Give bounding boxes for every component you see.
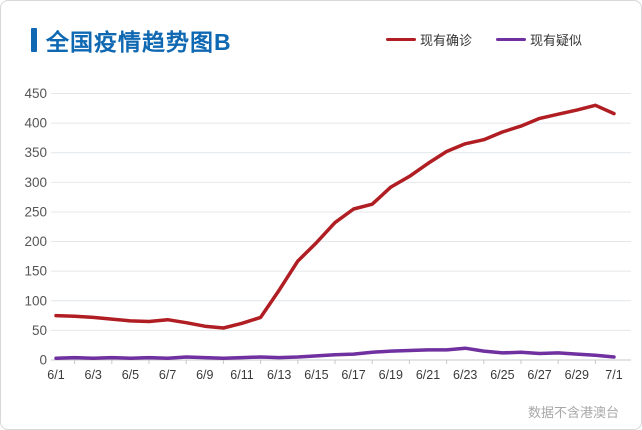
y-tick-label: 300 bbox=[24, 175, 47, 190]
legend-item-confirmed[interactable]: 现有确诊 bbox=[386, 30, 472, 49]
suspected-line-swatch bbox=[496, 38, 527, 41]
legend-item-suspected[interactable]: 现有疑似 bbox=[496, 30, 582, 49]
x-tick-label: 7/1 bbox=[605, 368, 622, 382]
x-tick-label: 6/7 bbox=[159, 368, 176, 382]
x-tick-label: 6/19 bbox=[379, 368, 403, 382]
x-tick-label: 6/29 bbox=[565, 368, 589, 382]
y-tick-label: 450 bbox=[24, 86, 47, 101]
x-tick-label: 6/21 bbox=[416, 368, 440, 382]
series-line-suspected bbox=[54, 346, 616, 360]
y-tick-label: 250 bbox=[24, 204, 47, 219]
data-scope-note: 数据不含港澳台 bbox=[527, 405, 619, 420]
x-tick-label: 6/27 bbox=[527, 368, 551, 382]
y-tick-label: 50 bbox=[32, 323, 47, 338]
y-tick-label: 400 bbox=[24, 116, 47, 131]
x-tick-label: 6/5 bbox=[122, 368, 139, 382]
x-tick-label: 6/23 bbox=[453, 368, 477, 382]
y-tick-label: 150 bbox=[24, 264, 47, 279]
chart-legend: 现有确诊 现有疑似 bbox=[386, 30, 582, 49]
series-line-confirmed bbox=[54, 103, 616, 330]
legend-label-confirmed: 现有确诊 bbox=[420, 33, 473, 48]
y-tick-label: 350 bbox=[24, 145, 47, 160]
page-title: 全国疫情趋势图B bbox=[46, 29, 232, 55]
x-tick-label: 6/1 bbox=[47, 368, 64, 382]
header: 全国疫情趋势图B bbox=[31, 23, 232, 57]
x-tick-label: 6/13 bbox=[267, 368, 291, 382]
title-accent-bar bbox=[31, 28, 37, 52]
y-tick-label: 0 bbox=[39, 353, 47, 368]
legend-label-suspected: 现有疑似 bbox=[530, 33, 583, 48]
y-tick-label: 100 bbox=[24, 293, 47, 308]
x-tick-label: 6/17 bbox=[341, 368, 365, 382]
y-tick-label: 200 bbox=[24, 234, 47, 249]
x-tick-label: 6/3 bbox=[85, 368, 102, 382]
x-tick-label: 6/9 bbox=[196, 368, 213, 382]
confirmed-line-swatch bbox=[386, 38, 416, 41]
x-tick-label: 6/15 bbox=[304, 368, 328, 382]
x-tick-label: 6/11 bbox=[230, 368, 253, 382]
x-tick-label: 6/25 bbox=[490, 368, 514, 382]
